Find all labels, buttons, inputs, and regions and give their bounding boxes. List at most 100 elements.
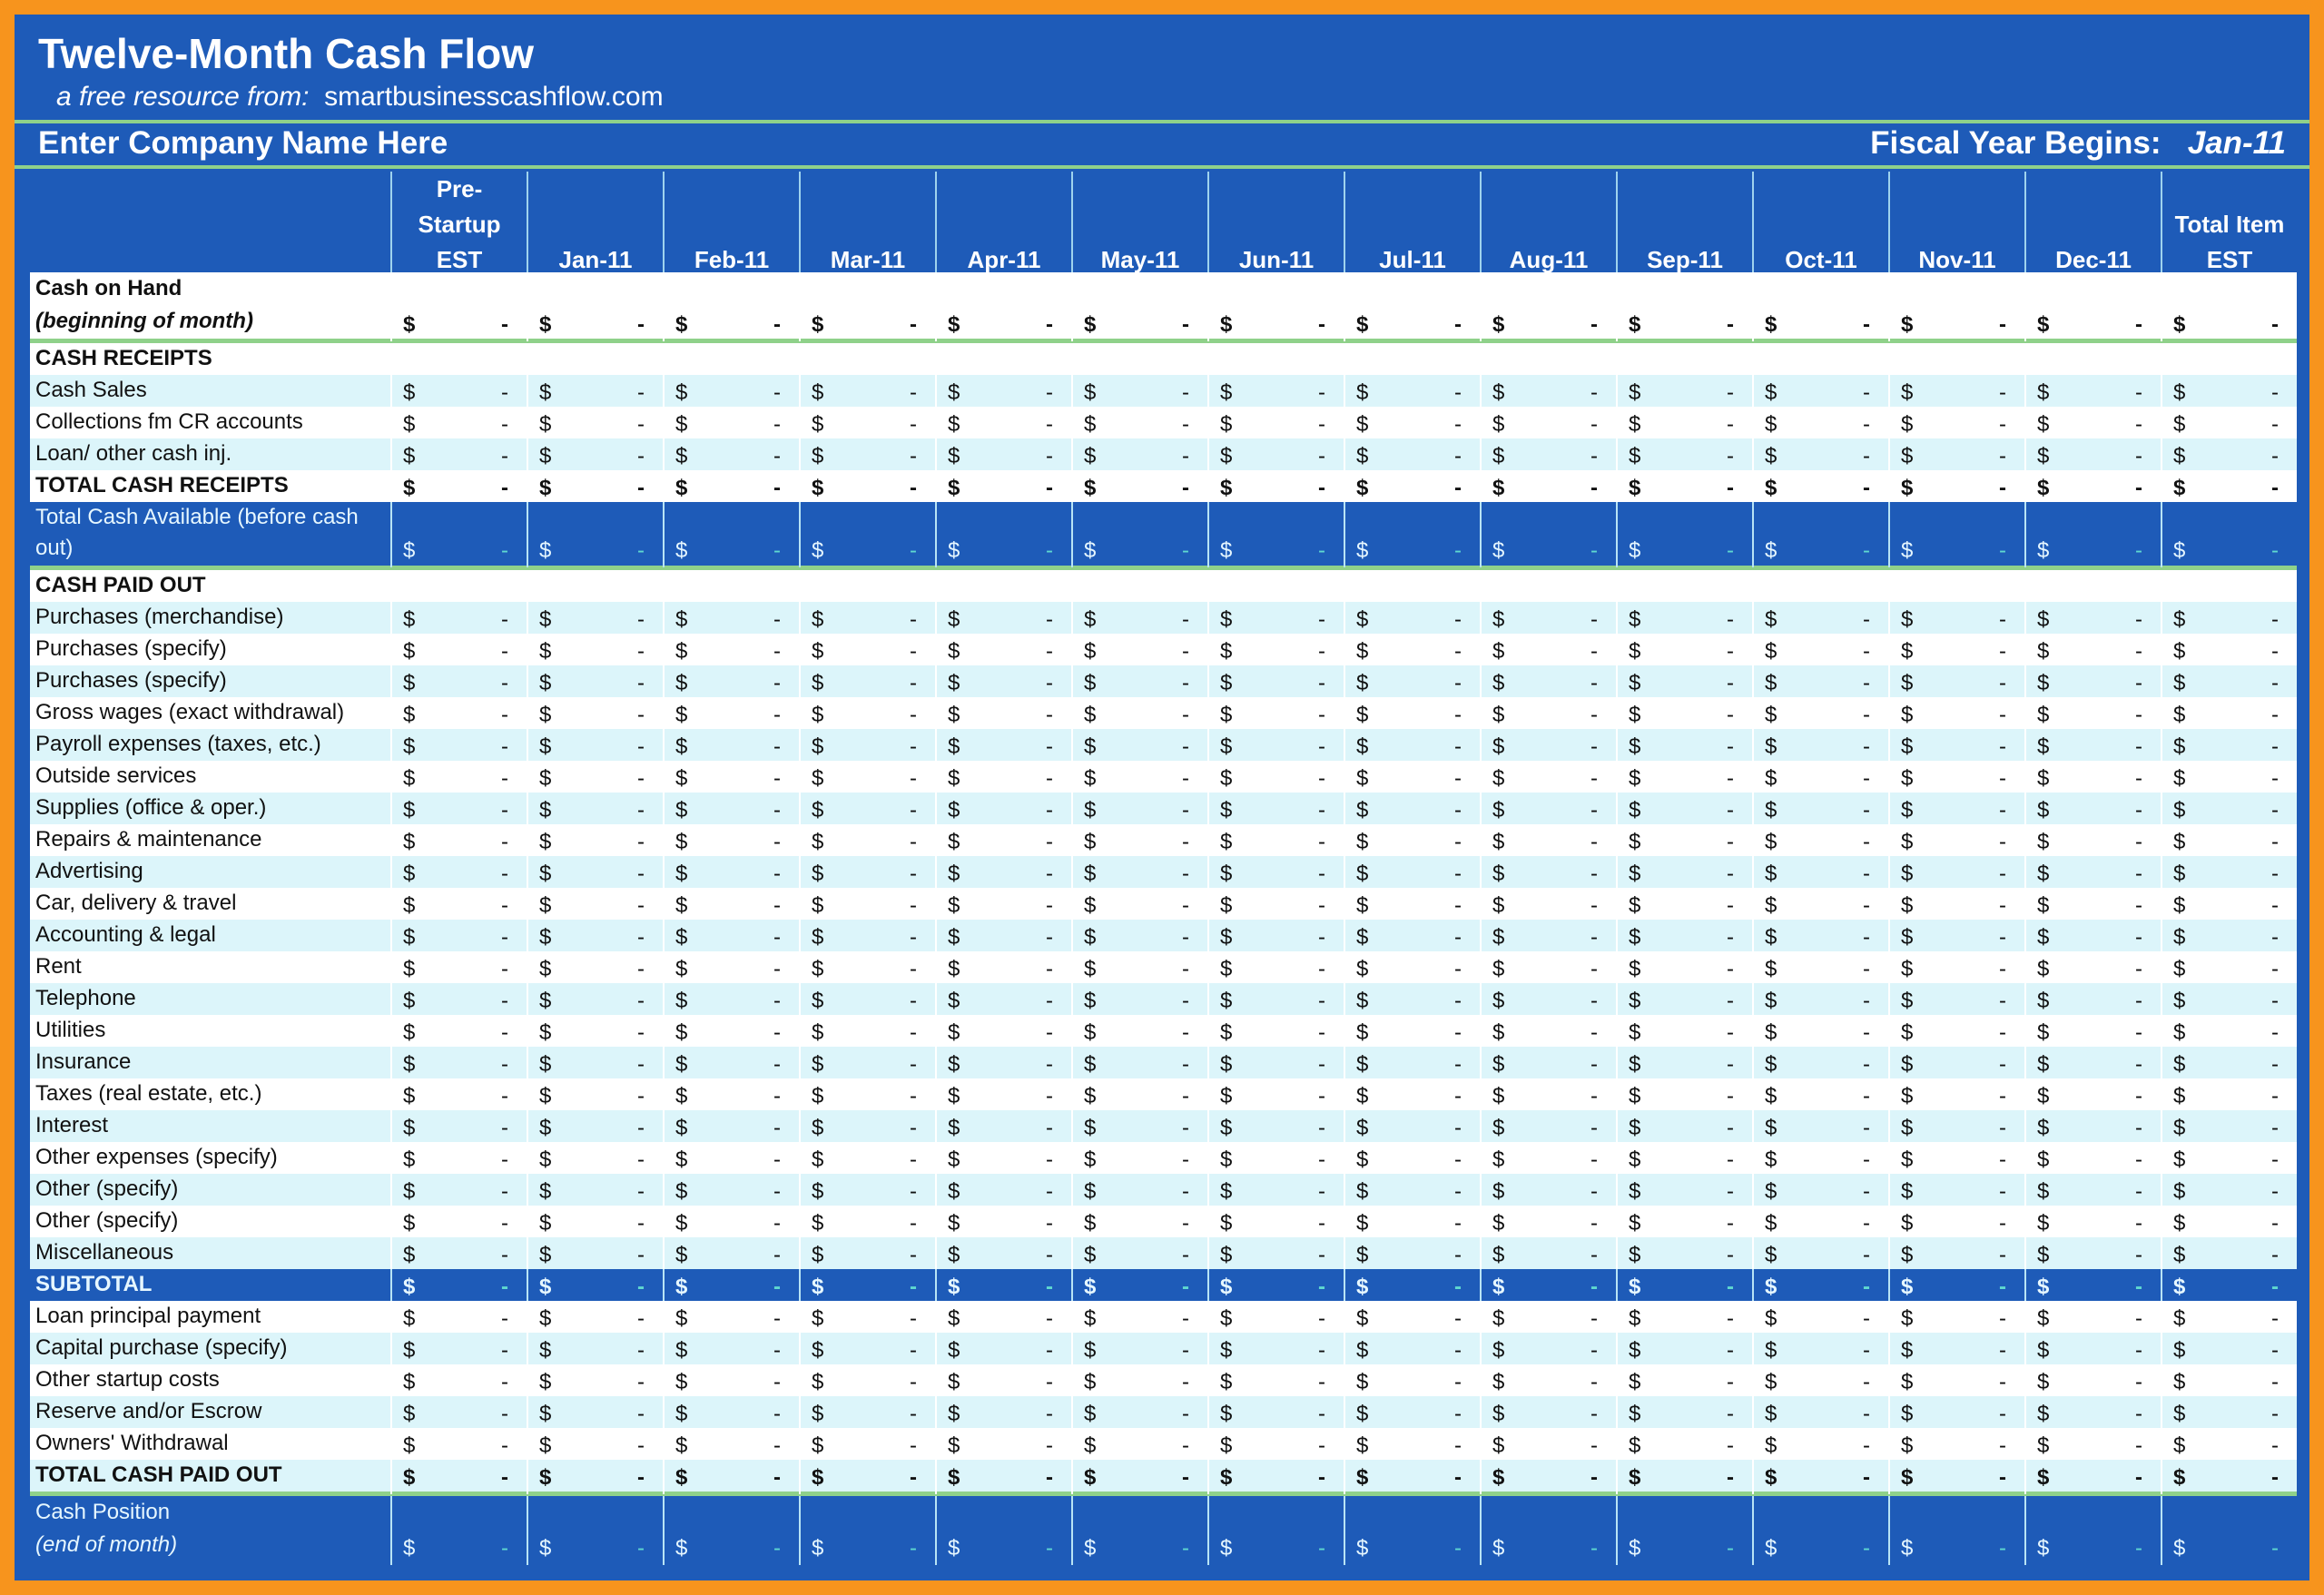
amount: - — [1727, 671, 1734, 695]
amount-cell: $ - — [390, 1015, 527, 1049]
amount-cell: $ - — [935, 1496, 1071, 1565]
amount: - — [2135, 1338, 2142, 1363]
currency: $ — [2037, 1370, 2050, 1394]
currency: $ — [1220, 1465, 1233, 1490]
amount-cell: $ - — [2024, 634, 2161, 668]
amount: - — [910, 639, 917, 664]
amount-cell: $ - — [1888, 470, 2024, 505]
currency: $ — [1084, 703, 1097, 727]
currency: $ — [675, 1243, 688, 1267]
currency: $ — [1765, 1370, 1777, 1394]
amount: - — [1863, 703, 1870, 727]
amount: - — [2271, 957, 2279, 981]
amount-cell: $ - — [663, 920, 799, 954]
currency: $ — [1629, 1536, 1641, 1561]
currency: $ — [1356, 671, 1369, 695]
currency: $ — [1901, 925, 1914, 950]
currency: $ — [403, 538, 416, 563]
amount: - — [501, 766, 508, 791]
amount-cell: $ - — [390, 856, 527, 891]
amount: - — [1454, 989, 1462, 1013]
currency: $ — [1901, 798, 1914, 822]
amount-cell: $ - — [663, 697, 799, 732]
amount-cell: $ - — [663, 1015, 799, 1049]
amount-cell: $ - — [1752, 951, 1888, 986]
empty-cell — [390, 343, 527, 375]
amount: - — [2271, 1116, 2279, 1140]
empty-cell — [390, 570, 527, 602]
amount-cell: $ - — [527, 888, 663, 922]
amount: - — [2135, 893, 2142, 918]
amount-cell: $ - — [935, 1015, 1071, 1049]
amount: - — [2271, 1147, 2279, 1172]
amount-cell: $ - — [1207, 375, 1344, 409]
amount-cell: $ - — [1616, 793, 1752, 827]
amount-cell: $ - — [1616, 1301, 1752, 1335]
amount: - — [910, 1179, 917, 1204]
table-row: Collections fm CR accounts $ - $ - $ - $ - $ - $ - $ -… — [30, 407, 2297, 441]
row-label-text: Interest — [35, 1113, 109, 1137]
amount: - — [1046, 989, 1053, 1013]
amount: - — [501, 1052, 508, 1077]
amount-cell: $ - — [1207, 1364, 1344, 1399]
amount-cell: $ - — [2024, 1396, 2161, 1431]
currency: $ — [1901, 312, 1914, 337]
currency: $ — [1492, 1084, 1505, 1108]
currency: $ — [1356, 476, 1369, 500]
amount-cell: $ - — [663, 634, 799, 668]
amount-cell: $ - — [1616, 1237, 1752, 1272]
amount: - — [1046, 1243, 1053, 1267]
amount-cell: $ - — [1071, 272, 1207, 341]
currency: $ — [1356, 1306, 1369, 1331]
amount: - — [1454, 1179, 1462, 1204]
amount: - — [910, 412, 917, 437]
table-row: Interest $ - $ - $ - $ - $ - $ - $ - $ - $ - $ - $ - $ - $ - $ - — [30, 1110, 2297, 1145]
currency: $ — [1356, 1370, 1369, 1394]
currency: $ — [1492, 639, 1505, 664]
amount: - — [501, 1275, 508, 1299]
row-label-text: Miscellaneous — [35, 1240, 174, 1265]
amount: - — [2135, 1084, 2142, 1108]
amount: - — [1454, 734, 1462, 759]
amount: - — [1863, 1243, 1870, 1267]
amount-cell: $ - — [527, 502, 663, 567]
currency: $ — [1901, 1433, 1914, 1458]
amount-cell: $ - — [1616, 1078, 1752, 1113]
amount-cell: $ - — [1888, 1142, 2024, 1177]
currency: $ — [1356, 1536, 1369, 1561]
currency: $ — [812, 1306, 824, 1331]
amount: - — [637, 1465, 645, 1490]
currency: $ — [812, 703, 824, 727]
amount-cell: $ - — [663, 1110, 799, 1145]
amount: - — [1727, 703, 1734, 727]
amount-cell: $ - — [1888, 602, 2024, 636]
amount-cell: $ - — [390, 1496, 527, 1565]
currency: $ — [403, 957, 416, 981]
amount: - — [773, 766, 781, 791]
currency: $ — [1629, 639, 1641, 664]
amount-cell: $ - — [2161, 951, 2297, 986]
amount-cell: $ - — [935, 951, 1071, 986]
amount-cell: $ - — [2024, 1047, 2161, 1081]
amount-cell: $ - — [2024, 602, 2161, 636]
amount: - — [1046, 1370, 1053, 1394]
amount-cell: $ - — [2024, 856, 2161, 891]
currency: $ — [1765, 1433, 1777, 1458]
column-header-line: Jun-11 — [1238, 246, 1315, 273]
amount-cell: $ - — [1480, 1460, 1616, 1494]
amount: - — [2271, 1052, 2279, 1077]
currency: $ — [1084, 734, 1097, 759]
amount: - — [1318, 1243, 1325, 1267]
currency: $ — [539, 1020, 552, 1045]
amount-cell: $ - — [390, 272, 527, 341]
row-label: Car, delivery & travel — [30, 888, 390, 922]
currency: $ — [1356, 1275, 1369, 1299]
row-label-text: Owners' Withdrawal — [35, 1431, 229, 1455]
amount: - — [910, 1402, 917, 1426]
amount-cell: $ - — [1888, 1078, 2024, 1113]
currency: $ — [1084, 312, 1097, 337]
amount-cell: $ - — [1344, 793, 1480, 827]
amount: - — [910, 1433, 917, 1458]
amount: - — [637, 1052, 645, 1077]
